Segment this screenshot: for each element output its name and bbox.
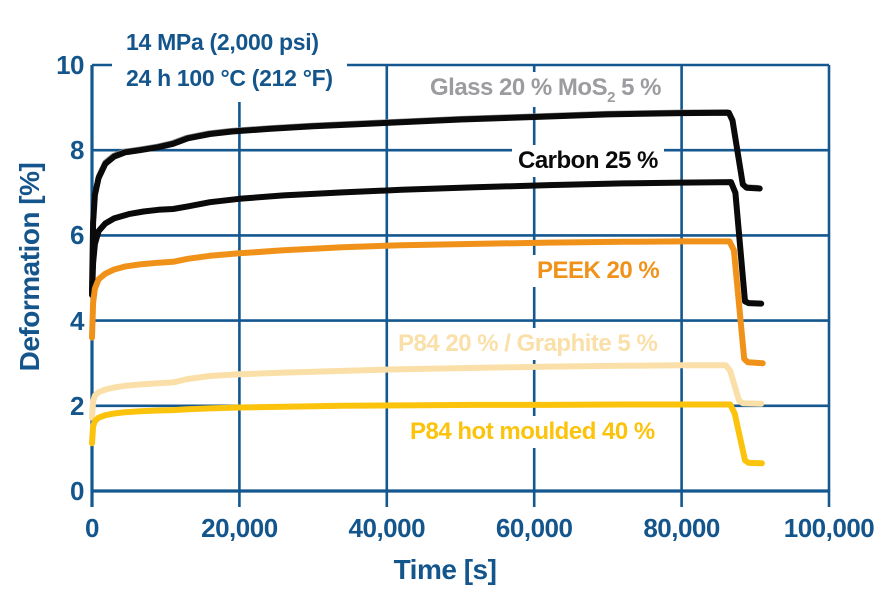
series-label-carbon: Carbon 25 % bbox=[512, 145, 664, 177]
series-line-p84-graphite bbox=[89, 362, 765, 421]
x-axis-title: Time [s] bbox=[393, 554, 497, 585]
x-tick-label: 80,000 bbox=[643, 513, 720, 543]
y-tick-label: 0 bbox=[70, 476, 84, 506]
series-line-peek bbox=[89, 238, 766, 367]
y-tick-label: 4 bbox=[70, 305, 84, 336]
series-label-glass-text: Glass 20 % MoS bbox=[430, 74, 608, 101]
duration-temperature-annotation-line: 24 h 100 °C (212 °F) bbox=[126, 65, 333, 91]
series-label-p84-hot-moulded: P84 hot moulded 40 % bbox=[404, 416, 661, 448]
x-tick-label: 0 bbox=[85, 513, 99, 543]
series-label-peek: PEEK 20 % bbox=[531, 255, 666, 287]
test-conditions-annotation: 14 MPa (2,000 psi) 24 h 100 °C (212 °F) bbox=[112, 20, 347, 102]
series-label-glass-suffix: 5 % bbox=[614, 74, 661, 101]
y-tick-label: 10 bbox=[56, 50, 84, 80]
series-label-glass-subscript: 2 bbox=[607, 89, 615, 106]
y-tick-label: 2 bbox=[70, 390, 84, 421]
y-axis-title: Deformation [%] bbox=[14, 162, 45, 372]
series-label-glass-mos2: Glass 20 % MoS2 5 % bbox=[424, 72, 667, 107]
x-tick-label: 100,000 bbox=[783, 513, 875, 543]
x-tick-label: 40,000 bbox=[348, 513, 426, 543]
y-tick-label: 6 bbox=[70, 220, 84, 251]
x-tick-label: 60,000 bbox=[495, 513, 573, 543]
pressure-annotation-line: 14 MPa (2,000 psi) bbox=[126, 29, 319, 55]
x-tick-label: 20,000 bbox=[201, 513, 278, 543]
series-line-carbon bbox=[89, 179, 765, 307]
series-line-p84-hot bbox=[89, 401, 765, 467]
series-line-glass bbox=[89, 109, 763, 296]
series-label-p84-graphite: P84 20 % / Graphite 5 % bbox=[392, 328, 664, 360]
y-tick-label: 8 bbox=[70, 135, 84, 166]
